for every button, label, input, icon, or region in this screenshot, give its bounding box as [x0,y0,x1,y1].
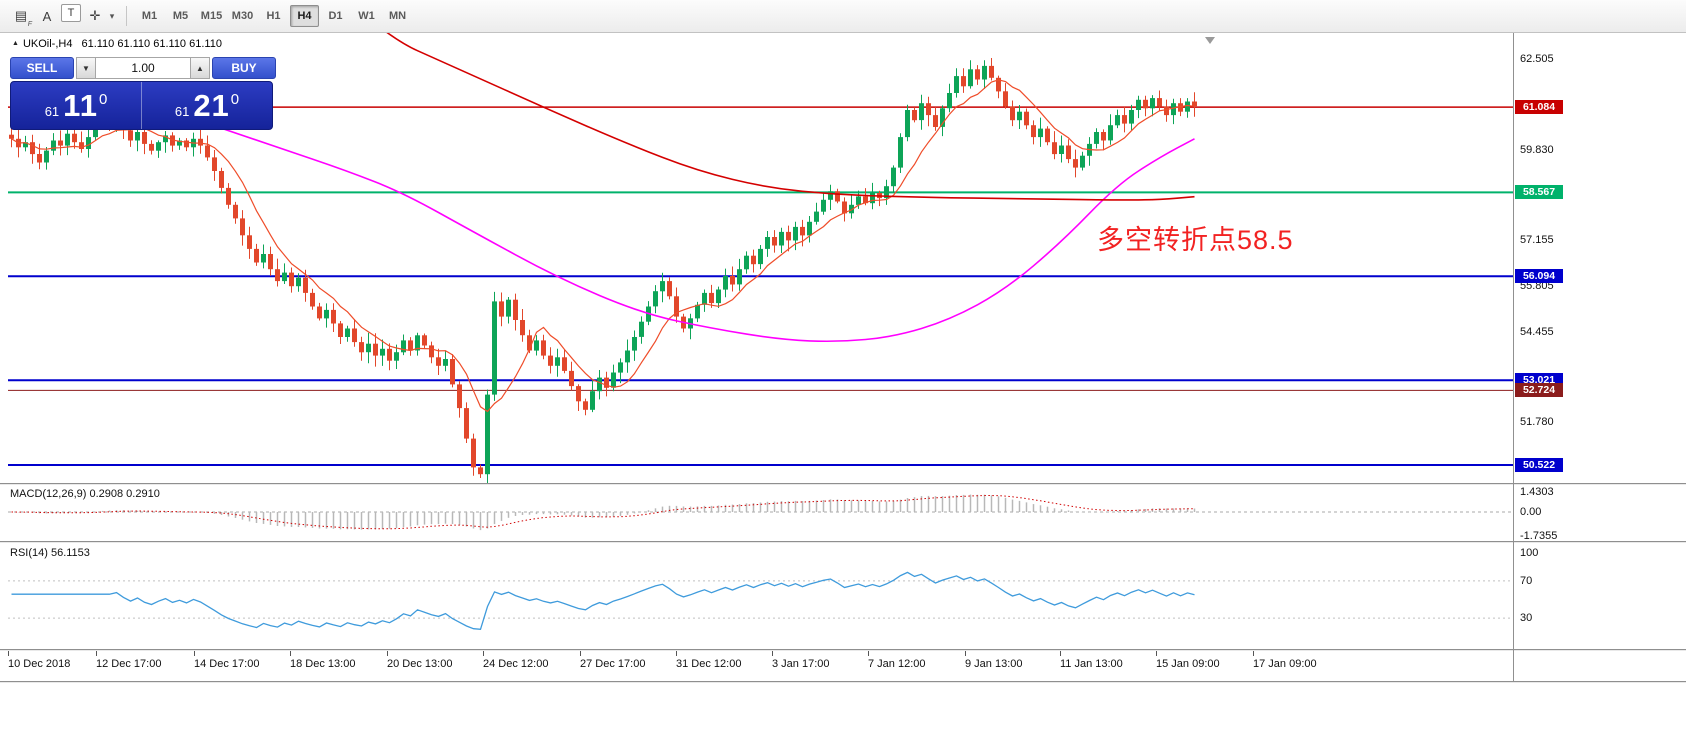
time-axis-label: 17 Jan 09:00 [1253,658,1317,670]
time-axis-label: 31 Dec 12:00 [676,658,742,670]
buy-button[interactable]: BUY [212,57,276,79]
time-axis-label: 11 Jan 13:00 [1060,658,1123,670]
horizontal-lines-layer [8,106,1513,466]
timeframe-h1-button[interactable]: H1 [266,10,281,22]
buy-price-int: 61 [174,103,190,119]
time-axis-label: 7 Jan 12:00 [868,658,926,670]
price-axis-badge: 56.094 [1515,269,1563,283]
rsi-panel-layer [8,571,1513,630]
rsi-axis-label: 30 [1520,612,1533,624]
toolbar: ▤ F A T ✛ ▾ M1 M5 M15 M30 H1 H4 D1 W1 MN [0,0,1686,33]
rsi-indicator-label: RSI(14) 56.1153 [10,547,90,559]
price-axis: 62.505 59.830 57.155 55.805 54.455 51.780 61.0… [1514,33,1584,683]
timeframe-m30-button[interactable]: M30 [231,10,254,22]
macd-indicator-label: MACD(12,26,9) 0.2908 0.2910 [10,488,160,500]
macd-axis-label: 1.4303 [1520,486,1554,498]
price-axis-label: 62.505 [1520,53,1554,65]
time-axis-label: 24 Dec 12:00 [483,658,549,670]
one-click-trading-panel: SELL ▼ ▲ BUY 61 11 0 61 21 0 [10,57,276,130]
chart-window: ▲ UKOil-,H4 61.110 61.110 61.110 61.110 SE… [0,33,1686,731]
text-frame-t-icon[interactable]: T [61,4,81,22]
price-axis-label: 57.155 [1520,234,1554,246]
ohlc-values: 61.110 61.110 61.110 61.110 [81,38,222,50]
volume-input[interactable] [96,57,190,79]
time-axis-label: 27 Dec 17:00 [580,658,646,670]
hatch-pattern-icon[interactable]: ▤ F [14,8,32,28]
price-axis-label: 55.805 [1520,280,1554,292]
timeframe-mn-button[interactable]: MN [388,10,407,22]
text-label-a-icon[interactable]: A [42,8,52,24]
chart-shift-marker-icon[interactable] [1205,37,1215,44]
price-axis-badge: 61.084 [1515,100,1563,114]
time-axis-label: 14 Dec 17:00 [194,658,260,670]
time-axis: 10 Dec 2018 12 Dec 17:00 14 Dec 17:00 18 De… [0,653,1513,680]
time-axis-label: 18 Dec 13:00 [290,658,356,670]
price-axis-label: 59.830 [1520,144,1554,156]
timeframe-m5-button[interactable]: M5 [172,10,189,22]
crosshair-tool-icon[interactable]: ✛ [89,8,101,23]
sell-price-pips: 11 [63,87,98,123]
price-axis-badge: 52.724 [1515,383,1563,397]
buy-price-fraction: 0 [230,90,240,108]
timeframe-h4-button[interactable]: H4 [290,5,319,27]
price-axis-badge: 50.522 [1515,458,1563,472]
price-chart-canvas[interactable] [0,33,1686,731]
chevron-down-icon[interactable]: ▾ [109,10,115,21]
candles-layer [9,58,1197,483]
panel-separators [0,33,1686,683]
timeframe-m15-button[interactable]: M15 [200,10,223,22]
rsi-axis-label: 70 [1520,575,1533,587]
sell-price-display[interactable]: 61 11 0 [11,82,141,129]
rsi-axis-label: 100 [1520,547,1539,559]
timeframe-m1-button[interactable]: M1 [141,10,158,22]
buy-price-pips: 21 [193,87,230,123]
time-axis-label: 15 Jan 09:00 [1156,658,1220,670]
chart-symbol-label: ▲ UKOil-,H4 61.110 61.110 61.110 61.110 [12,38,222,50]
time-axis-label: 3 Jan 17:00 [772,658,830,670]
buy-price-display[interactable]: 61 21 0 [141,82,272,129]
toolbar-separator [126,6,127,26]
sell-price-fraction: 0 [98,90,108,108]
sell-price-int: 61 [44,103,60,119]
collapse-arrow-icon[interactable]: ▲ [12,40,19,47]
volume-down-icon[interactable]: ▼ [76,57,96,79]
macd-panel-layer [8,494,1513,531]
price-axis-badge: 58.567 [1515,185,1563,199]
macd-axis-label: 0.00 [1520,506,1542,518]
one-click-price-row: 61 11 0 61 21 0 [10,81,273,130]
volume-up-icon[interactable]: ▲ [190,57,210,79]
time-axis-label: 10 Dec 2018 [8,658,71,670]
symbol-name: UKOil-,H4 [22,38,73,50]
time-axis-label: 12 Dec 17:00 [96,658,162,670]
chart-annotation-text: 多空转折点58.5 [1097,225,1294,255]
moving-averages-layer [11,33,1195,413]
macd-axis-label: -1.7355 [1520,530,1558,542]
timeframe-toolbar: M1 M5 M15 M30 H1 H4 D1 W1 MN [134,5,413,27]
time-axis-label: 20 Dec 13:00 [387,658,453,670]
timeframe-d1-button[interactable]: D1 [328,10,343,22]
toolbar-tools-group: ▤ F A T ✛ ▾ [8,4,119,28]
sell-button[interactable]: SELL [10,57,74,79]
price-axis-label: 54.455 [1520,326,1554,338]
time-axis-label: 9 Jan 13:00 [965,658,1023,670]
volume-control: ▼ ▲ [76,57,210,79]
one-click-controls-row: SELL ▼ ▲ BUY [10,57,276,79]
price-axis-label: 51.780 [1520,416,1554,428]
timeframe-w1-button[interactable]: W1 [358,10,375,22]
